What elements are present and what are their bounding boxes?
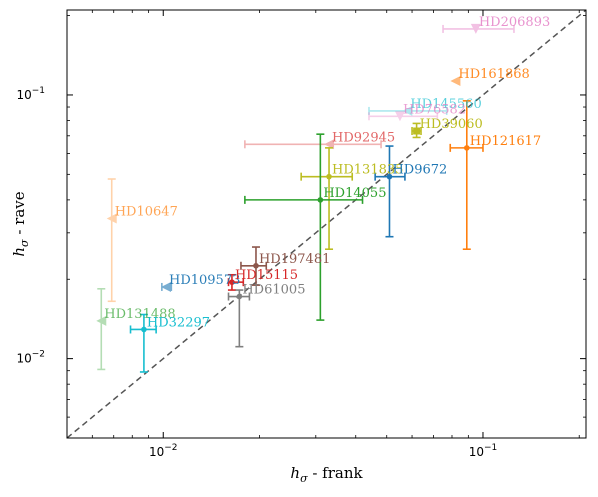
marker-triangle-down [470,23,481,34]
point-label: HD131488 [104,307,175,322]
marker-circle [463,145,470,151]
point-label: HD39060 [420,117,483,132]
data-point-hd121617 [449,100,484,251]
point-label: HD197481 [259,252,330,267]
marker-circle [386,173,393,180]
marker-triangle-left [106,213,117,224]
marker-triangle-left [450,75,461,86]
point-label: HD161868 [458,67,529,82]
marker-triangle-down [394,111,405,122]
data-point-hd131488 [96,288,107,371]
point-label: HD15115 [235,268,298,283]
y-tick-label: 10−1 [16,86,45,102]
point-label: HD32297 [147,315,210,330]
point-label: HD61005 [242,283,305,298]
marker-circle [229,279,235,285]
data-point-hd61005 [227,289,251,348]
marker-circle [236,293,243,300]
data-point-hd161868 [450,75,461,86]
point-label: HD206893 [479,15,550,30]
data-point-hd206893 [442,23,515,34]
data-point-hd197481 [240,246,268,286]
marker-circle [317,197,324,203]
marker-triangle-left [402,105,413,116]
data-point-hd10647 [106,178,117,303]
data-point-hd145560 [368,105,448,116]
point-label: HD76582 [403,102,466,117]
data-point-hd9672 [374,145,406,238]
data-point-hd15115 [227,273,245,291]
point-label: HD109573 [169,273,240,288]
point-label: HD14055 [323,186,386,201]
point-label: HD131835 [332,163,403,178]
marker-square [413,127,421,135]
x-tick-label: 10−2 [149,443,178,459]
data-point-hd109573 [160,281,173,292]
y-tick-label: 10−2 [16,350,45,366]
data-point-hd39060 [411,122,422,139]
data-point-hd32297 [129,313,157,373]
one-to-one-line [67,10,586,438]
point-label: HD121617 [470,134,541,149]
data-point-hd14055 [244,133,364,321]
marker-triangle-left [160,281,171,292]
marker-circle [141,326,147,333]
marker-circle [326,173,332,180]
point-label: HD145560 [410,97,481,112]
plot-area-frame [66,9,587,439]
x-axis-title: hσ - frank [290,464,363,485]
y-axis-title: hσ - rave [10,191,31,256]
point-label: HD92945 [332,130,395,145]
x-tick-label: 10−1 [469,443,498,459]
marker-triangle-left [96,315,107,326]
point-label: HD10647 [115,204,178,219]
data-point-hd92945 [244,139,382,150]
data-point-hd76582 [368,111,439,122]
data-point-hd131835 [300,147,354,251]
point-label: HD9672 [392,163,447,178]
marker-circle [253,262,259,269]
marker-triangle-left [324,139,335,150]
